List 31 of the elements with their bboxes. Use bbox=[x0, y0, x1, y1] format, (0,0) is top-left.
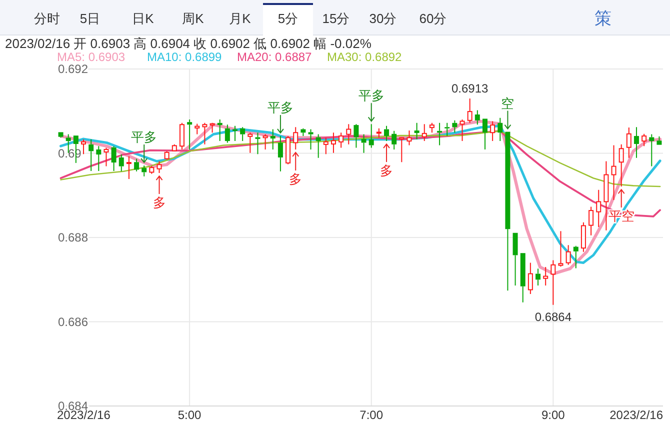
annotation: 平多 bbox=[267, 100, 294, 115]
chart-subtitle: 2023/02/16 开 0.6903 高 0.6904 收 0.6902 低 0.6902 幅 -0.02% bbox=[5, 36, 372, 51]
text: MA30: 0.6892 bbox=[327, 50, 402, 64]
annotation: 多 bbox=[289, 171, 302, 186]
annotation: 平多 bbox=[358, 88, 384, 104]
x-tick-label: 9:00 bbox=[541, 408, 566, 422]
annotation: 空 bbox=[501, 96, 514, 111]
text: 周K bbox=[182, 11, 204, 26]
text: 30分 bbox=[369, 11, 397, 26]
annotation: 多 bbox=[152, 195, 166, 210]
text: 日K bbox=[132, 11, 154, 26]
annotation: 多 bbox=[380, 163, 394, 178]
annotation: 平多 bbox=[131, 129, 158, 144]
x-tick-label: 5:00 bbox=[178, 408, 202, 422]
text: MA20: 0.6887 bbox=[237, 50, 312, 64]
text: 月K bbox=[229, 11, 252, 26]
text: 5日 bbox=[80, 11, 100, 26]
text: 60分 bbox=[419, 11, 447, 26]
text: 15分 bbox=[322, 11, 350, 26]
y-tick-label: 0.692 bbox=[58, 62, 88, 76]
text: 分时 bbox=[34, 11, 60, 26]
text: MA5: 0.6903 bbox=[57, 50, 126, 64]
annotation: 0.6913 bbox=[451, 81, 489, 96]
y-tick-label: 0.686 bbox=[58, 314, 88, 329]
text: 策 bbox=[594, 9, 612, 28]
annotation: 0.6864 bbox=[534, 310, 572, 324]
text: MA10: 0.6899 bbox=[147, 50, 222, 64]
y-tick-label: 0.688 bbox=[58, 230, 88, 244]
x-tick-label: 2023/2/16 bbox=[610, 408, 664, 422]
text: 5分 bbox=[278, 11, 298, 26]
x-tick-label: 7:00 bbox=[360, 408, 384, 422]
